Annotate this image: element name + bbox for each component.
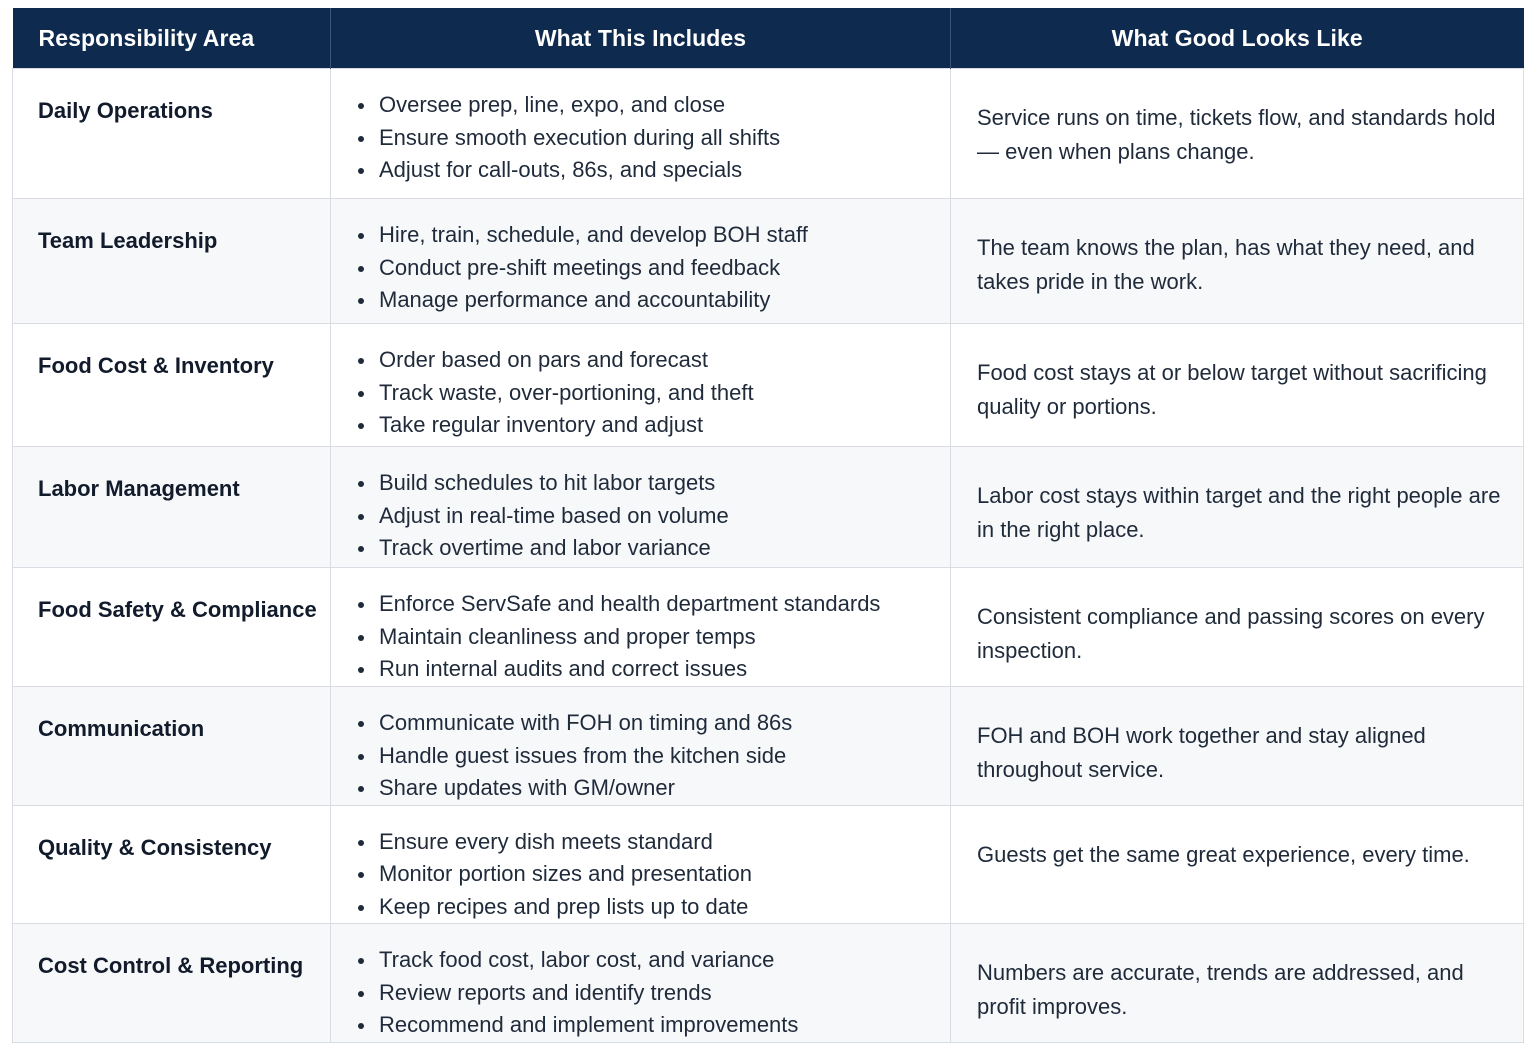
includes-cell: Hire, train, schedule, and develop BOH s… bbox=[330, 198, 951, 324]
area-cell: Labor Management bbox=[12, 446, 331, 568]
list-item: Enforce ServSafe and health department s… bbox=[353, 588, 950, 621]
good-description: Labor cost stays within target and the r… bbox=[977, 483, 1501, 542]
good-cell: Numbers are accurate, trends are address… bbox=[950, 923, 1524, 1043]
list-item: Ensure every dish meets standard bbox=[353, 826, 950, 859]
area-cell: Food Safety & Compliance bbox=[12, 567, 331, 687]
good-description: FOH and BOH work together and stay align… bbox=[977, 723, 1426, 782]
list-item: Recommend and implement improvements bbox=[353, 1009, 950, 1042]
list-item: Order based on pars and forecast bbox=[353, 344, 950, 377]
good-cell: FOH and BOH work together and stay align… bbox=[950, 686, 1524, 806]
good-description: Service runs on time, tickets flow, and … bbox=[977, 105, 1496, 164]
area-label: Labor Management bbox=[38, 476, 240, 501]
list-item: Adjust in real-time based on volume bbox=[353, 500, 950, 533]
table-row: Food Cost & Inventory Order based on par… bbox=[12, 323, 1524, 447]
table-row: Food Safety & Compliance Enforce ServSaf… bbox=[12, 567, 1524, 687]
list-item: Monitor portion sizes and presentation bbox=[353, 858, 950, 891]
good-description: The team knows the plan, has what they n… bbox=[977, 235, 1475, 294]
list-item: Track waste, over-portioning, and theft bbox=[353, 377, 950, 410]
area-cell: Quality & Consistency bbox=[12, 804, 331, 924]
list-item: Run internal audits and correct issues bbox=[353, 653, 950, 686]
area-cell: Team Leadership bbox=[12, 198, 331, 324]
table-body: Daily Operations Oversee prep, line, exp… bbox=[12, 68, 1524, 1043]
list-item: Conduct pre-shift meetings and feedback bbox=[353, 252, 950, 285]
list-item: Oversee prep, line, expo, and close bbox=[353, 89, 950, 122]
includes-cell: Track food cost, labor cost, and varianc… bbox=[330, 923, 951, 1043]
good-cell: Labor cost stays within target and the r… bbox=[950, 446, 1524, 568]
area-label: Quality & Consistency bbox=[38, 834, 272, 860]
table-row: Labor Management Build schedules to hit … bbox=[12, 446, 1524, 568]
includes-list: Hire, train, schedule, and develop BOH s… bbox=[331, 199, 950, 317]
good-description: Guests get the same great experience, ev… bbox=[977, 841, 1470, 867]
list-item: Take regular inventory and adjust bbox=[353, 409, 950, 442]
table-row: Communication Communicate with FOH on ti… bbox=[12, 686, 1524, 806]
list-item: Build schedules to hit labor targets bbox=[353, 467, 950, 500]
list-item: Keep recipes and prep lists up to date bbox=[353, 891, 950, 924]
list-item: Track food cost, labor cost, and varianc… bbox=[353, 944, 950, 977]
header-what-this-includes: What This Includes bbox=[330, 8, 951, 69]
includes-cell: Order based on pars and forecast Track w… bbox=[330, 323, 951, 447]
area-label: Daily Operations bbox=[38, 98, 213, 123]
good-description: Numbers are accurate, trends are address… bbox=[977, 960, 1464, 1019]
list-item: Hire, train, schedule, and develop BOH s… bbox=[353, 219, 950, 252]
area-label: Team Leadership bbox=[38, 228, 218, 253]
good-description: Food cost stays at or below target witho… bbox=[977, 360, 1487, 419]
area-label: Food Safety & Compliance bbox=[38, 597, 317, 622]
area-cell: Daily Operations bbox=[12, 68, 331, 199]
list-item: Review reports and identify trends bbox=[353, 977, 950, 1010]
table-row: Team Leadership Hire, train, schedule, a… bbox=[12, 198, 1524, 324]
good-description: Consistent compliance and passing scores… bbox=[977, 604, 1485, 663]
good-cell: Consistent compliance and passing scores… bbox=[950, 567, 1524, 687]
list-item: Communicate with FOH on timing and 86s bbox=[353, 707, 950, 740]
area-label: Cost Control & Reporting bbox=[38, 953, 304, 978]
list-item: Maintain cleanliness and proper temps bbox=[353, 621, 950, 654]
area-label: Food Cost & Inventory bbox=[38, 353, 274, 378]
includes-cell: Communicate with FOH on timing and 86s H… bbox=[330, 686, 951, 806]
list-item: Adjust for call-outs, 86s, and specials bbox=[353, 154, 950, 187]
table-row: Cost Control & Reporting Track food cost… bbox=[12, 923, 1524, 1043]
table-row: Daily Operations Oversee prep, line, exp… bbox=[12, 68, 1524, 199]
list-item: Share updates with GM/owner bbox=[353, 772, 950, 805]
good-cell: The team knows the plan, has what they n… bbox=[950, 198, 1524, 324]
header-what-good-looks-like: What Good Looks Like bbox=[950, 8, 1524, 69]
responsibility-table-container: Responsibility Area What This Includes W… bbox=[12, 8, 1524, 1043]
responsibility-table: Responsibility Area What This Includes W… bbox=[12, 8, 1524, 1043]
good-cell: Service runs on time, tickets flow, and … bbox=[950, 68, 1524, 199]
includes-cell: Oversee prep, line, expo, and close Ensu… bbox=[330, 68, 951, 199]
list-item: Track overtime and labor variance bbox=[353, 532, 950, 565]
list-item: Handle guest issues from the kitchen sid… bbox=[353, 740, 950, 773]
area-label: Communication bbox=[38, 716, 205, 741]
header-responsibility-area: Responsibility Area bbox=[12, 8, 331, 69]
good-cell: Food cost stays at or below target witho… bbox=[950, 323, 1524, 447]
includes-list: Order based on pars and forecast Track w… bbox=[331, 324, 950, 442]
area-cell: Communication bbox=[12, 686, 331, 806]
list-item: Ensure smooth execution during all shift… bbox=[353, 122, 950, 155]
list-item: Manage performance and accountability bbox=[353, 284, 950, 317]
area-cell: Food Cost & Inventory bbox=[12, 323, 331, 447]
includes-cell: Ensure every dish meets standard Monitor… bbox=[330, 804, 951, 924]
good-cell: Guests get the same great experience, ev… bbox=[950, 804, 1524, 924]
header-row: Responsibility Area What This Includes W… bbox=[12, 8, 1524, 69]
includes-list: Build schedules to hit labor targets Adj… bbox=[331, 447, 950, 565]
includes-list: Enforce ServSafe and health department s… bbox=[331, 568, 950, 686]
table-row: Quality & Consistency Ensure every dish … bbox=[12, 804, 1524, 924]
includes-list: Communicate with FOH on timing and 86s H… bbox=[331, 687, 950, 805]
area-cell: Cost Control & Reporting bbox=[12, 923, 331, 1043]
includes-cell: Enforce ServSafe and health department s… bbox=[330, 567, 951, 687]
table-header: Responsibility Area What This Includes W… bbox=[12, 8, 1524, 69]
includes-list: Ensure every dish meets standard Monitor… bbox=[331, 806, 950, 924]
includes-list: Oversee prep, line, expo, and close Ensu… bbox=[331, 69, 950, 187]
includes-cell: Build schedules to hit labor targets Adj… bbox=[330, 446, 951, 568]
